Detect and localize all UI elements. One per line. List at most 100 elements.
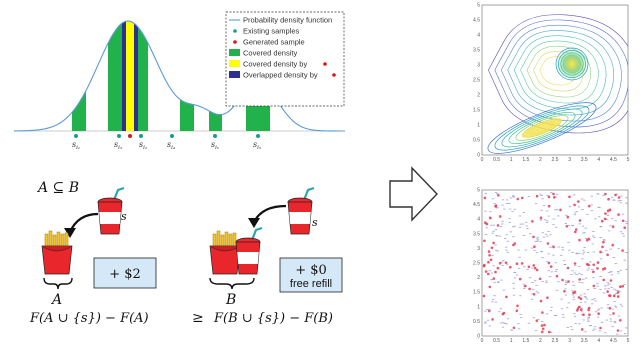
generated-sample-point [494,204,498,207]
existing-sample-point [575,253,579,255]
generated-sample-point [552,192,555,196]
generated-sample-point [588,313,591,317]
existing-sample-point [525,221,528,223]
existing-sample-point [577,206,581,208]
existing-sample-point [522,212,526,213]
existing-sample-point [550,271,554,273]
existing-sample-point [574,322,577,324]
existing-sample-point [610,274,613,276]
generated-sample-point [532,235,535,239]
existing-sample-point [591,299,594,300]
drink-cup-icon [287,186,315,235]
existing-sample-point [614,322,617,324]
existing-sample-point [493,282,496,284]
y-tick-label: 0.5 [473,138,480,144]
existing-sample-point [535,291,538,293]
existing-sample-point [531,267,534,269]
generated-sample-point [502,311,506,315]
existing-sample-point [537,319,540,320]
existing-sample-point [617,272,620,274]
contour-line [526,45,592,98]
generated-sample-point [555,274,559,278]
y-tick-label: 0 [477,334,480,340]
scatter-points [482,192,628,335]
generated-sample-point [592,284,596,288]
contour-line [494,19,628,128]
existing-sample-point [499,322,503,324]
generated-sample-point [513,242,517,245]
existing-sample-point [497,282,500,283]
existing-sample-point [512,294,516,296]
generated-sample-point [612,312,615,315]
existing-sample-point [597,309,600,311]
contour-line [488,14,628,134]
x-tick-label: 3 [568,157,571,163]
sample-dots [74,134,260,138]
existing-sample-point [535,252,539,254]
existing-sample-point [592,251,595,253]
existing-sample-point [484,322,487,324]
generated-sample-point [490,246,494,250]
generated-sample-point [539,299,543,303]
existing-sample-point [600,307,603,309]
generated-sample-point [602,278,605,282]
existing-sample-point [493,295,496,297]
existing-sample-point [568,249,571,251]
existing-sample-point [580,274,583,276]
y-tick-label: 4 [477,33,480,39]
generated-sample-point [611,243,614,247]
existing-sample-point [572,281,575,283]
existing-sample-point [525,225,528,227]
x-tick-label: 0.5 [493,338,500,344]
existing-sample-point [489,211,492,213]
existing-sample-point [611,217,614,219]
existing-sample-point [498,235,502,237]
x-tick-label: 4.5 [610,338,617,344]
existing-sample-point [496,250,499,252]
existing-sample-point [564,288,567,290]
existing-sample-point [600,322,604,323]
existing-sample-point [536,239,540,241]
generated-sample-point [572,291,575,295]
existing-sample-point [587,317,590,319]
existing-sample-point [504,237,507,239]
existing-sample-point [594,300,597,302]
existing-sample-point [583,301,587,303]
existing-sample-point [534,330,538,332]
y-tick-label: 5 [477,3,480,9]
item-label-b: s [312,216,318,229]
existing-sample-point [484,234,488,235]
y-tick-label: 2 [477,275,480,281]
existing-sample-point [509,197,513,199]
existing-sample-point [511,211,514,212]
y-tick-label: 4 [477,217,480,223]
generated-sample-point [621,219,625,223]
existing-sample-point [590,204,593,206]
generated-sample-point [623,226,626,229]
existing-sample-point [598,216,601,218]
existing-sample-point [600,252,604,254]
contour-line [567,59,577,69]
generated-sample-point [489,258,493,262]
existing-sample-dot [74,134,78,138]
existing-sample-point [622,235,625,237]
existing-sample-point [490,224,493,226]
existing-sample-point [572,296,575,298]
generated-sample-point [604,192,607,196]
x-tick-label: 1.5 [522,338,529,344]
existing-sample-dot [213,134,217,138]
sample-label: si₃ [114,140,122,151]
inequality-rhs: F(B ∪ {s}) − F(B) [213,311,333,326]
existing-sample-point [549,234,552,236]
existing-sample-point [548,276,552,278]
existing-sample-point [592,329,595,331]
existing-sample-point [503,322,506,324]
existing-sample-point [625,252,628,253]
existing-sample-point [531,293,534,295]
gain-b-note: free refill [290,278,332,290]
existing-sample-point [579,302,583,303]
existing-sample-point [552,224,555,226]
generated-sample-point [488,285,492,289]
existing-sample-point [490,279,493,280]
gain-box-a [93,257,157,289]
